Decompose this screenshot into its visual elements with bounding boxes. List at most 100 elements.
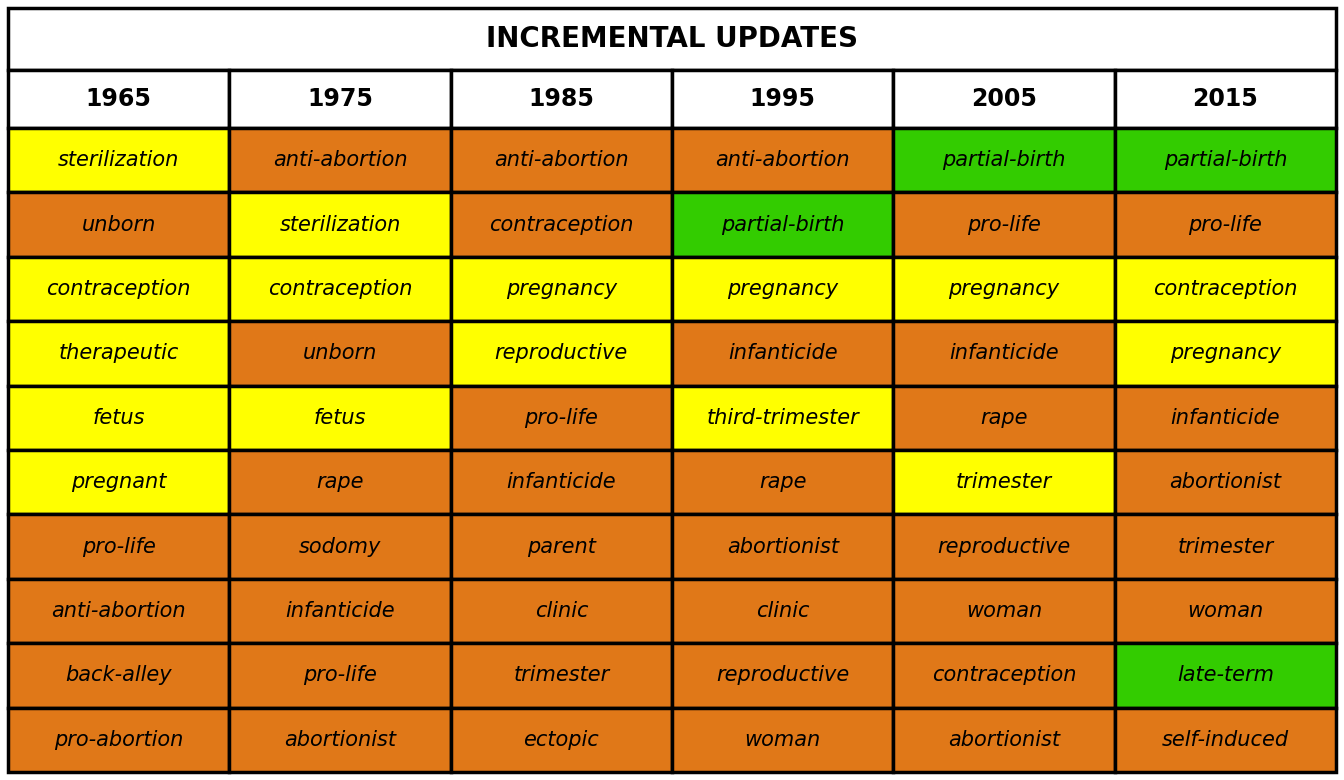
Bar <box>672 70 894 128</box>
Text: rape: rape <box>316 472 364 492</box>
Text: therapeutic: therapeutic <box>59 343 179 363</box>
Text: clinic: clinic <box>755 601 809 621</box>
Bar <box>450 321 672 385</box>
Bar <box>894 450 1114 514</box>
Bar <box>450 193 672 257</box>
Bar <box>450 385 672 450</box>
Text: woman: woman <box>1187 601 1263 621</box>
Bar <box>894 707 1114 772</box>
Text: fetus: fetus <box>93 408 145 427</box>
Bar <box>8 385 230 450</box>
Text: anti-abortion: anti-abortion <box>273 151 407 170</box>
Text: contraception: contraception <box>489 215 633 235</box>
Text: 1985: 1985 <box>528 87 594 111</box>
Text: sterilization: sterilization <box>280 215 401 235</box>
Bar <box>450 644 672 707</box>
Text: infanticide: infanticide <box>728 343 837 363</box>
Text: pro-life: pro-life <box>1188 215 1262 235</box>
Bar <box>1114 193 1336 257</box>
Text: pro-life: pro-life <box>968 215 1042 235</box>
Text: 1975: 1975 <box>306 87 372 111</box>
Text: abortionist: abortionist <box>1169 472 1281 492</box>
Bar <box>8 450 230 514</box>
Text: trimester: trimester <box>1177 537 1274 557</box>
Bar <box>1114 707 1336 772</box>
Text: contraception: contraception <box>1153 279 1297 299</box>
Text: contraception: contraception <box>47 279 191 299</box>
Text: contraception: contraception <box>267 279 413 299</box>
Text: partial-birth: partial-birth <box>1164 151 1288 170</box>
Bar <box>894 644 1114 707</box>
Text: reproductive: reproductive <box>716 665 849 686</box>
Bar <box>672 193 894 257</box>
Bar <box>1114 385 1336 450</box>
Bar <box>894 257 1114 321</box>
Bar <box>450 579 672 644</box>
Bar <box>8 579 230 644</box>
Text: abortionist: abortionist <box>948 730 1060 750</box>
Bar <box>894 514 1114 579</box>
Bar <box>672 321 894 385</box>
Text: infanticide: infanticide <box>285 601 395 621</box>
Text: pregnancy: pregnancy <box>727 279 839 299</box>
Text: late-term: late-term <box>1177 665 1274 686</box>
Bar <box>450 257 672 321</box>
Bar <box>672 385 894 450</box>
Bar <box>672 450 894 514</box>
Text: partial-birth: partial-birth <box>720 215 844 235</box>
Text: 2015: 2015 <box>1192 87 1258 111</box>
Text: back-alley: back-alley <box>66 665 172 686</box>
Bar <box>894 579 1114 644</box>
Text: fetus: fetus <box>313 408 367 427</box>
Text: third-trimester: third-trimester <box>707 408 859 427</box>
Bar <box>1114 514 1336 579</box>
Bar <box>8 644 230 707</box>
Bar <box>894 193 1114 257</box>
Bar <box>8 514 230 579</box>
Text: pregnancy: pregnancy <box>949 279 1059 299</box>
Text: pregnancy: pregnancy <box>505 279 617 299</box>
Bar <box>8 257 230 321</box>
Bar <box>450 70 672 128</box>
Bar <box>672 514 894 579</box>
Bar <box>672 707 894 772</box>
Bar <box>230 321 450 385</box>
Text: INCREMENTAL UPDATES: INCREMENTAL UPDATES <box>487 25 857 53</box>
Text: trimester: trimester <box>513 665 609 686</box>
Bar <box>894 128 1114 193</box>
Text: sodomy: sodomy <box>298 537 382 557</box>
Text: rape: rape <box>759 472 806 492</box>
Text: 1965: 1965 <box>86 87 152 111</box>
Text: anti-abortion: anti-abortion <box>715 151 849 170</box>
Bar <box>230 193 450 257</box>
Bar <box>1114 644 1336 707</box>
Text: abortionist: abortionist <box>284 730 396 750</box>
Text: rape: rape <box>980 408 1028 427</box>
Bar <box>450 450 672 514</box>
Text: infanticide: infanticide <box>507 472 616 492</box>
Bar <box>230 385 450 450</box>
Text: pro-life: pro-life <box>524 408 598 427</box>
Bar <box>8 707 230 772</box>
Bar <box>450 514 672 579</box>
Bar <box>894 321 1114 385</box>
Bar <box>8 193 230 257</box>
Bar <box>1114 70 1336 128</box>
Bar <box>894 385 1114 450</box>
Bar <box>894 70 1114 128</box>
Bar <box>8 128 230 193</box>
Bar <box>1114 128 1336 193</box>
Text: sterilization: sterilization <box>58 151 179 170</box>
Bar <box>8 70 230 128</box>
Bar <box>8 321 230 385</box>
Bar <box>230 450 450 514</box>
Bar <box>230 644 450 707</box>
Bar <box>230 257 450 321</box>
Text: infanticide: infanticide <box>949 343 1059 363</box>
Text: woman: woman <box>966 601 1042 621</box>
Bar <box>230 707 450 772</box>
Text: anti-abortion: anti-abortion <box>495 151 629 170</box>
Text: pregnant: pregnant <box>71 472 167 492</box>
Bar <box>230 579 450 644</box>
Text: reproductive: reproductive <box>937 537 1071 557</box>
